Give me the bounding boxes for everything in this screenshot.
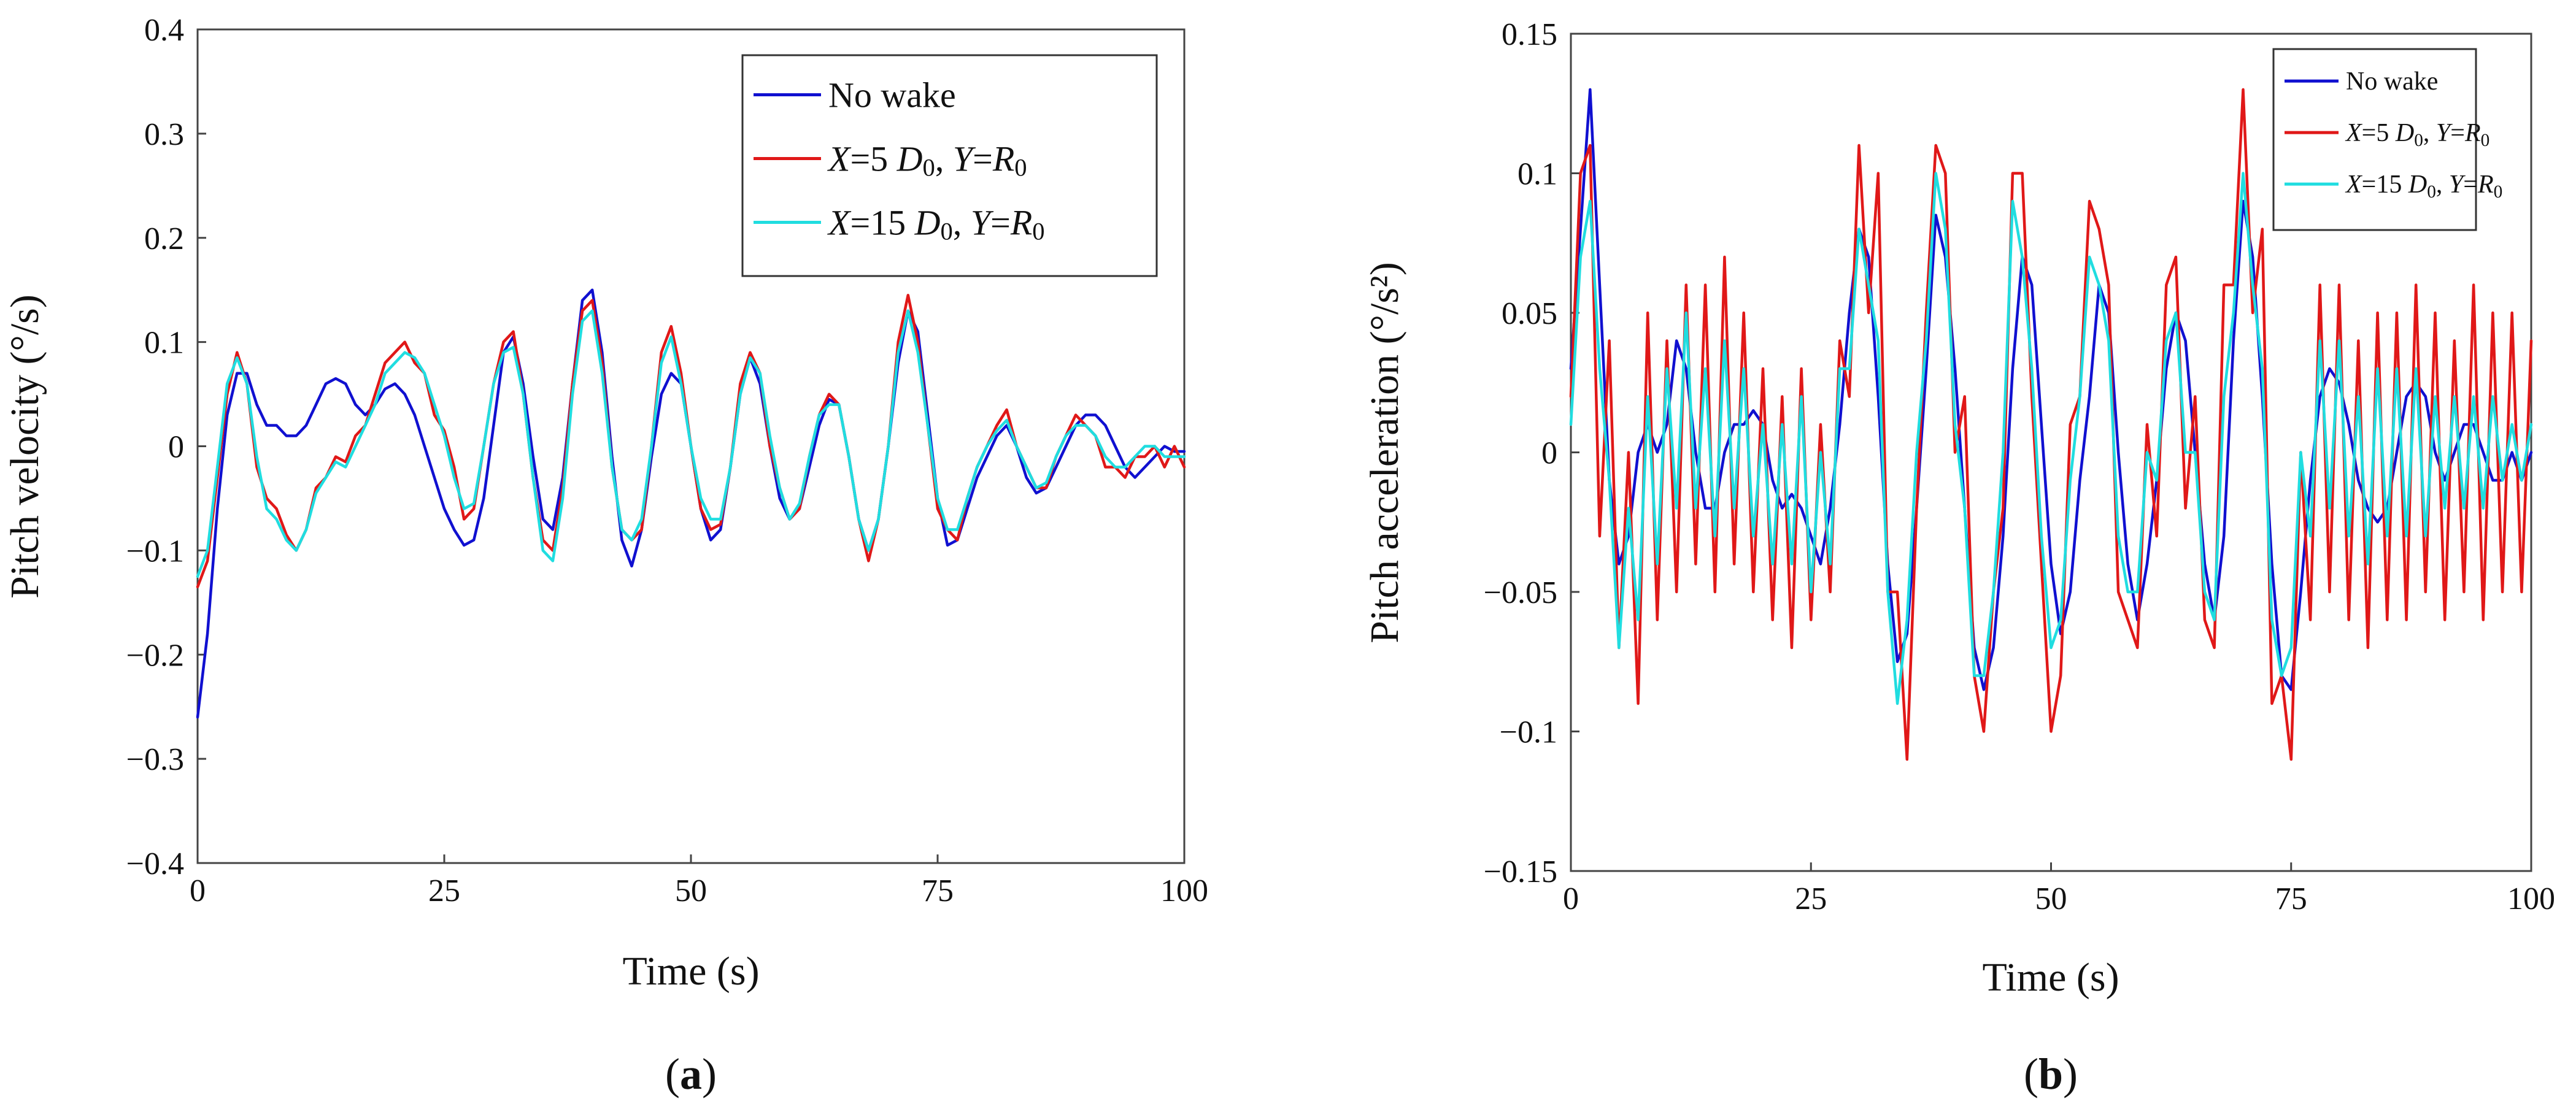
y-axis-label: Pitch acceleration (°/s²): [1362, 262, 1407, 643]
y-tick-label: −0.2: [126, 638, 184, 673]
y-tick-label: −0.4: [126, 846, 184, 881]
chart-a-pitch-velocity: 0 25 50 75 100 0.4 0.3 0.2 0.1 0 −0.1 −0.2 −0.3 −0.4 T…: [2, 13, 1208, 1099]
series-line-3: [1569, 172, 2533, 705]
legend-entry-label: X=15 D0, Y=R0: [827, 202, 1045, 245]
y-tick-label: 0.2: [144, 221, 184, 256]
legend: No wake X=5 D0, Y=R0 X=15 D0, Y=R0: [2272, 48, 2502, 231]
y-axis-label: Pitch velocity (°/s): [2, 294, 47, 599]
legend-entry-label: No wake: [828, 75, 956, 115]
x-tick-label: 50: [2035, 881, 2067, 916]
x-tick-label: 0: [190, 873, 206, 908]
y-tick-label: −0.15: [1484, 854, 1557, 889]
y-tick-label: −0.3: [126, 742, 184, 777]
x-tick-label: 100: [1160, 873, 1208, 908]
panel-label: (b): [2024, 1050, 2078, 1099]
legend-box: [2272, 48, 2477, 231]
legend-entry-label: X=15 D0, Y=R0: [2345, 171, 2502, 202]
x-tick-label: 100: [2507, 881, 2555, 916]
y-tick-label: 0.1: [1517, 157, 1557, 192]
legend: No wake X=5 D0, Y=R0 X=15 D0, Y=R0: [741, 54, 1158, 277]
x-tick-label: 75: [922, 873, 954, 908]
x-tick-label: 50: [675, 873, 707, 908]
y-tick-label: 0: [1541, 436, 1557, 471]
legend-entry-label: No wake: [2346, 67, 2438, 96]
x-tick-label: 75: [2275, 881, 2307, 916]
y-tick-label: −0.1: [126, 534, 184, 569]
x-axis-label: Time (s): [622, 949, 759, 994]
y-tick-label: −0.05: [1484, 575, 1557, 610]
y-tick-label: −0.1: [1500, 715, 1557, 750]
y-tick-label: 0.3: [144, 117, 184, 152]
y-tick-label: 0.15: [1502, 17, 1557, 52]
x-tick-label: 25: [1795, 881, 1827, 916]
x-axis-label: Time (s): [1982, 955, 2119, 1000]
legend-box: [741, 54, 1158, 277]
y-tick-label: 0.1: [144, 326, 184, 361]
chart-b-pitch-acceleration: 0 25 50 75 100 0.15 0.1 0.05 0 −0.05 −0.1 −0.15 Time…: [1362, 17, 2555, 1099]
x-tick-label: 0: [1563, 881, 1579, 916]
x-tick-label: 25: [428, 873, 460, 908]
y-tick-label: 0: [168, 430, 184, 465]
legend-entry-label: X=5 D0, Y=R0: [827, 139, 1027, 181]
series-line-3: [196, 309, 1186, 578]
y-tick-label: 0.05: [1502, 296, 1557, 331]
legend-entry-label: X=5 D0, Y=R0: [2345, 119, 2489, 150]
panel-label: (a): [665, 1050, 717, 1099]
y-tick-label: 0.4: [144, 13, 184, 48]
